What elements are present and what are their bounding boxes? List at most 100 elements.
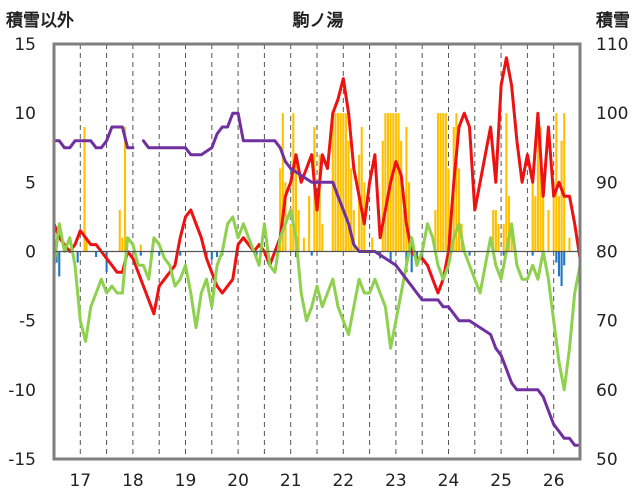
left-axis-label: 積雪以外 — [6, 10, 74, 31]
bar — [402, 210, 405, 252]
bar — [415, 251, 418, 260]
x-tick-label: 19 — [175, 471, 197, 491]
bar — [315, 196, 319, 252]
bar — [342, 113, 345, 252]
bar — [58, 251, 61, 277]
bar — [436, 113, 440, 252]
bar — [392, 113, 395, 252]
bar — [297, 210, 300, 252]
bar — [457, 168, 461, 252]
x-tick-label: 21 — [280, 471, 302, 491]
bar — [255, 251, 258, 256]
bar — [563, 113, 566, 252]
x-tick-label: 26 — [543, 471, 565, 491]
bar — [85, 237, 88, 252]
bar — [360, 127, 363, 252]
left-tick-label: 10 — [14, 104, 36, 124]
x-tick-label: 24 — [438, 471, 460, 491]
bar — [434, 210, 437, 252]
x-tick-label: 23 — [385, 471, 407, 491]
bar — [83, 127, 86, 252]
right-tick-label: 90 — [596, 173, 618, 193]
bar — [281, 113, 284, 252]
bar — [557, 251, 561, 277]
right-tick-label: 60 — [596, 381, 618, 401]
bar — [139, 244, 142, 252]
bar — [536, 113, 539, 252]
bar — [555, 251, 558, 263]
bar — [292, 113, 295, 252]
bar — [439, 113, 442, 252]
bar — [507, 196, 511, 252]
x-tick-label: 18 — [122, 471, 144, 491]
left-tick-label: 5 — [25, 173, 36, 193]
bar — [308, 196, 311, 252]
series-line-0 — [52, 56, 582, 316]
bar — [510, 223, 513, 252]
x-tick-label: 25 — [490, 471, 512, 491]
x-axis-ticks: 17 18 19 20 21 22 23 24 25 26 — [69, 471, 564, 491]
bar — [547, 210, 550, 252]
chart-title: 駒ノ湯 — [293, 10, 344, 31]
bar — [560, 140, 563, 252]
bar — [447, 168, 450, 252]
bar — [179, 251, 182, 256]
bar — [55, 251, 58, 263]
bar — [216, 251, 219, 258]
bar — [494, 210, 497, 252]
bar — [347, 140, 350, 252]
bar — [502, 223, 505, 252]
bar — [279, 168, 282, 252]
bar — [534, 196, 537, 252]
left-tick-label: -10 — [8, 381, 36, 401]
bar — [158, 251, 161, 256]
bar — [531, 182, 534, 252]
bar — [76, 251, 79, 263]
left-axis-ticks: 15 10 5 0 -5 -10 -15 — [8, 35, 36, 470]
bar — [397, 113, 400, 252]
bar — [542, 196, 545, 252]
bar — [539, 127, 542, 252]
line-series — [52, 56, 582, 447]
bar — [394, 113, 397, 252]
bar — [442, 113, 445, 252]
bar — [318, 154, 321, 252]
right-tick-label: 80 — [596, 243, 618, 263]
bar — [505, 113, 508, 252]
bar — [497, 223, 500, 252]
left-tick-label: -15 — [8, 450, 36, 470]
series-line-1 — [52, 208, 582, 392]
x-tick-label: 22 — [332, 471, 354, 491]
bar — [294, 154, 298, 252]
right-tick-label: 110 — [596, 35, 628, 55]
bar — [381, 140, 384, 252]
bar — [123, 127, 127, 252]
right-tick-label: 70 — [596, 312, 618, 332]
x-tick-label: 20 — [227, 471, 249, 491]
right-tick-label: 50 — [596, 450, 618, 470]
left-tick-label: -5 — [19, 312, 36, 332]
bar — [321, 223, 324, 252]
bar — [407, 182, 411, 252]
bar — [563, 251, 566, 266]
bar — [118, 210, 121, 252]
bar — [557, 196, 561, 252]
bar — [455, 113, 458, 252]
bar — [386, 113, 390, 252]
bar — [400, 140, 403, 252]
bar — [105, 251, 108, 273]
x-tick-label: 17 — [69, 471, 91, 491]
bar — [339, 113, 342, 252]
bar — [289, 223, 292, 252]
bar — [531, 251, 534, 256]
bar — [344, 113, 347, 252]
bar — [336, 113, 340, 252]
left-tick-label: 0 — [25, 243, 36, 263]
bar — [302, 237, 305, 252]
bar — [95, 251, 98, 258]
bar — [555, 113, 558, 252]
bar — [334, 113, 337, 252]
plot-frame — [52, 42, 582, 461]
bar — [560, 251, 563, 287]
